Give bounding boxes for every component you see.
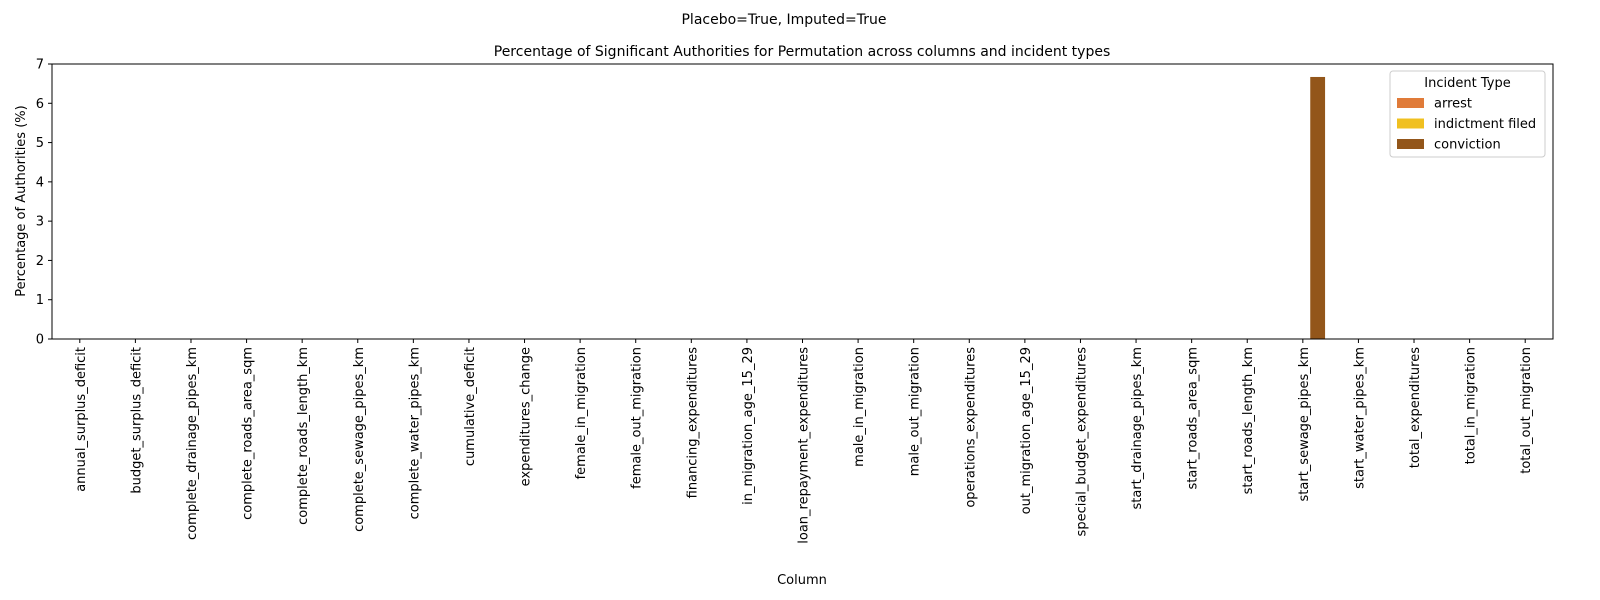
x-tick-label: male_out_migration xyxy=(908,347,923,476)
x-tick-label: cumulative_deficit xyxy=(463,347,478,466)
x-tick-label: complete_roads_length_km xyxy=(296,347,311,525)
x-tick-label: female_in_migration xyxy=(574,347,589,479)
legend: Incident Type arrest indictment filed convi… xyxy=(1389,70,1546,158)
x-tick-label: total_out_migration xyxy=(1519,347,1534,474)
plot-area: 0 1 2 3 4 5 6 7 annual_surplus_deficit budget_sur… xyxy=(36,58,1554,544)
x-tick-label: in_migration_age_15_29 xyxy=(741,347,756,505)
legend-title: Incident Type xyxy=(1424,76,1510,91)
x-tick-label: budget_surplus_deficit xyxy=(129,347,144,494)
y-tick-label: 7 xyxy=(36,58,44,73)
x-tick-label: expenditures_change xyxy=(519,347,534,486)
x-tick-label: loan_repayment_expenditures xyxy=(797,347,812,544)
x-axis-label: Column xyxy=(777,573,827,588)
axes-frame xyxy=(51,63,1554,340)
y-tick-label: 3 xyxy=(36,215,44,230)
legend-box xyxy=(1389,70,1546,158)
y-tick-label: 0 xyxy=(36,333,44,348)
y-tick-label: 5 xyxy=(36,136,44,151)
figure-suptitle: Placebo=True, Imputed=True xyxy=(681,12,886,28)
legend-swatch xyxy=(1397,139,1424,149)
x-tick-label: operations_expenditures xyxy=(963,347,978,508)
y-tick-label: 2 xyxy=(36,254,44,269)
x-tick-label: start_roads_area_sqm xyxy=(1186,347,1201,489)
x-tick-label: complete_roads_area_sqm xyxy=(241,347,256,520)
x-tick-label: out_migration_age_15_29 xyxy=(1019,347,1034,514)
x-tick-label: total_in_migration xyxy=(1464,347,1479,464)
x-tick-label: male_in_migration xyxy=(852,347,867,467)
legend-swatch xyxy=(1397,118,1424,129)
legend-label: arrest xyxy=(1434,97,1472,112)
legend-swatch xyxy=(1397,98,1424,108)
y-tick-label: 1 xyxy=(36,293,44,308)
legend-label: conviction xyxy=(1434,138,1501,153)
y-tick-label: 6 xyxy=(36,97,44,112)
chart-title: Percentage of Significant Authorities fo… xyxy=(494,44,1111,60)
y-tick-label: 4 xyxy=(36,175,44,190)
x-tick-label: start_drainage_pipes_km xyxy=(1130,347,1145,510)
x-tick-label: female_out_migration xyxy=(630,347,645,489)
x-tick-label: complete_sewage_pipes_km xyxy=(352,347,367,532)
legend-label: indictment filed xyxy=(1434,117,1536,132)
y-axis-label: Percentage of Authorities (%) xyxy=(14,105,29,296)
x-tick-label: complete_drainage_pipes_km xyxy=(185,347,200,540)
x-tick-label: special_budget_expenditures xyxy=(1074,347,1089,537)
x-tick-label: complete_water_pipes_km xyxy=(407,347,422,519)
x-tick-label: start_sewage_pipes_km xyxy=(1297,347,1312,501)
x-tick-label: start_water_pipes_km xyxy=(1352,347,1367,489)
x-tick-label: financing_expenditures xyxy=(685,347,700,499)
x-tick-label: start_roads_length_km xyxy=(1241,347,1256,494)
x-tick-label: total_expenditures xyxy=(1408,347,1423,468)
bar-conviction-start_sewage_pipes_km xyxy=(1310,76,1326,339)
x-tick-label: annual_surplus_deficit xyxy=(74,347,89,492)
